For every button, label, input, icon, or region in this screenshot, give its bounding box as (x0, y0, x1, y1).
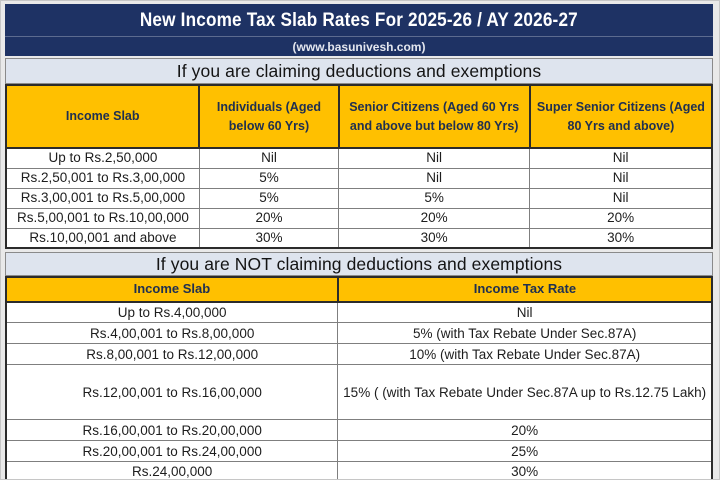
table-row: Up to Rs.2,50,000 Nil Nil Nil (5, 147, 713, 169)
individuals-rate-cell: Nil (198, 147, 340, 169)
tax-rate-cell: 15% ( (with Tax Rebate Under Sec.87A up … (337, 364, 713, 421)
super-senior-rate-cell: 20% (529, 207, 713, 229)
income-slab-cell: Rs.2,50,001 to Rs.3,00,000 (5, 167, 200, 189)
table-row: Rs.16,00,001 to Rs.20,00,000 20% (5, 419, 713, 442)
col-header-income-tax-rate: Income Tax Rate (336, 276, 714, 303)
individuals-rate-cell: 20% (198, 207, 340, 229)
tax-rate-cell: Nil (337, 301, 713, 324)
tax-rate-cell: 10% (with Tax Rebate Under Sec.87A) (337, 343, 713, 366)
senior-rate-cell: 20% (338, 207, 531, 229)
individuals-rate-cell: 30% (198, 227, 340, 249)
tax-rate-cell: 30% (337, 461, 713, 479)
table-row: Rs.4,00,001 to Rs.8,00,000 5% (with Tax … (5, 322, 713, 345)
individuals-rate-cell: 5% (198, 167, 340, 189)
col-header-individuals: Individuals (Aged below 60 Yrs) (198, 84, 340, 149)
senior-rate-cell: Nil (338, 147, 531, 169)
col-header-senior-citizens: Senior Citizens (Aged 60 Yrs and above b… (337, 84, 531, 149)
table-row: Rs.2,50,001 to Rs.3,00,000 5% Nil Nil (5, 167, 713, 189)
col-header-income-slab: Income Slab (4, 84, 201, 149)
income-slab-cell: Rs.10,00,001 and above (5, 227, 200, 249)
income-slab-cell: Rs.5,00,001 to Rs.10,00,000 (5, 207, 200, 229)
title-bar: New Income Tax Slab Rates For 2025-26 / … (5, 4, 713, 56)
income-slab-cell: Rs.16,00,001 to Rs.20,00,000 (5, 419, 339, 442)
website-url-text: (www.basunivesh.com) (292, 39, 426, 54)
new-regime-table: Income Slab Income Tax Rate Up to Rs.4,0… (5, 276, 714, 479)
income-slab-cell: Rs.12,00,001 to Rs.16,00,000 (5, 364, 339, 421)
super-senior-rate-cell: Nil (529, 187, 713, 209)
page-title: New Income Tax Slab Rates For 2025-26 / … (139, 8, 579, 31)
table-row: Rs.5,00,001 to Rs.10,00,000 20% 20% 20% (5, 207, 713, 229)
income-slab-cell: Rs.8,00,001 to Rs.12,00,000 (5, 343, 339, 366)
col-header-income-slab: Income Slab (5, 276, 339, 303)
tax-rate-cell: 25% (337, 440, 713, 463)
table-row: Rs.10,00,001 and above 30% 30% 30% (5, 227, 713, 249)
super-senior-rate-cell: Nil (529, 147, 713, 169)
income-slab-cell: Rs.4,00,001 to Rs.8,00,000 (5, 322, 339, 345)
table-header-row: Income Slab Income Tax Rate (5, 276, 714, 303)
tax-rate-cell: 20% (337, 419, 713, 442)
table-row: Rs.24,00,000 30% (5, 461, 713, 479)
senior-rate-cell: 30% (338, 227, 531, 249)
table-row: Rs.20,00,001 to Rs.24,00,000 25% (5, 440, 713, 463)
income-slab-cell: Rs.20,00,001 to Rs.24,00,000 (5, 440, 339, 463)
income-slab-cell: Up to Rs.2,50,000 (5, 147, 200, 169)
table-header-row: Income Slab Individuals (Aged below 60 Y… (4, 84, 714, 149)
senior-rate-cell: Nil (338, 167, 531, 189)
table-row: Rs.12,00,001 to Rs.16,00,000 15% ( (with… (5, 364, 713, 421)
table-row: Up to Rs.4,00,000 Nil (5, 301, 713, 324)
section-heading-not-claiming-deductions: If you are NOT claiming deductions and e… (5, 252, 713, 276)
income-slab-cell: Rs.3,00,001 to Rs.5,00,000 (5, 187, 200, 209)
deductions-regime-table: Income Slab Individuals (Aged below 60 Y… (4, 84, 714, 249)
col-header-super-senior-citizens: Super Senior Citizens (Aged 80 Yrs and a… (528, 84, 714, 149)
super-senior-rate-cell: 30% (529, 227, 713, 249)
title-row: New Income Tax Slab Rates For 2025-26 / … (5, 4, 713, 36)
individuals-rate-cell: 5% (198, 187, 340, 209)
section-heading-claiming-deductions: If you are claiming deductions and exemp… (5, 58, 713, 84)
income-slab-cell: Rs.24,00,000 (5, 461, 339, 479)
table-row: Rs.8,00,001 to Rs.12,00,000 10% (with Ta… (5, 343, 713, 366)
super-senior-rate-cell: Nil (529, 167, 713, 189)
subtitle-row: (www.basunivesh.com) (5, 36, 713, 56)
table-row: Rs.3,00,001 to Rs.5,00,000 5% 5% Nil (5, 187, 713, 209)
senior-rate-cell: 5% (338, 187, 531, 209)
tax-rate-cell: 5% (with Tax Rebate Under Sec.87A) (337, 322, 713, 345)
income-slab-cell: Up to Rs.4,00,000 (5, 301, 339, 324)
